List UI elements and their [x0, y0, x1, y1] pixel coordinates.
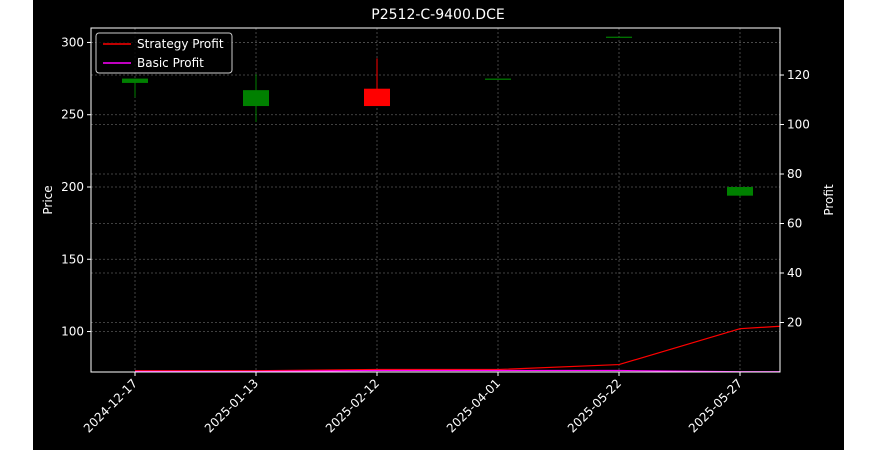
candle-body [606, 36, 632, 38]
x-tick-label: 2025-04-01 [444, 376, 503, 435]
profit-lines [135, 325, 780, 372]
x-tick-label: 2025-01-13 [202, 376, 261, 435]
candles [122, 36, 753, 198]
y-axis-left-label: Price [41, 185, 55, 214]
x-axis: 2024-12-17 2025-01-13 2025-02-12 2025-04-01… [81, 372, 745, 435]
y-right-tick-label: 40 [787, 266, 802, 280]
candle-body [122, 78, 148, 83]
x-tick-label: 2025-05-22 [565, 376, 624, 435]
x-tick-label: 2024-12-17 [81, 376, 140, 435]
y-right-tick-label: 120 [787, 68, 810, 82]
chart-figure: P2512-C-9400.DCE 100 150 200 250 300 20 40 60 8… [33, 0, 844, 450]
y-right-tick-label: 20 [787, 316, 802, 330]
y-axis-left: 100 150 200 250 300 [61, 35, 91, 339]
candle-body [243, 90, 269, 107]
candle-body [727, 186, 753, 196]
candle-body [485, 78, 511, 80]
legend-label-strategy-profit: Strategy Profit [137, 37, 224, 51]
y-left-tick-label: 100 [61, 325, 84, 339]
y-left-tick-label: 150 [61, 252, 84, 266]
y-left-tick-label: 250 [61, 108, 84, 122]
plot-frame [90, 27, 781, 373]
y-axis-right: 20 40 60 80 100 120 [780, 68, 810, 330]
gridlines [91, 28, 780, 372]
y-left-tick-label: 200 [61, 180, 84, 194]
candlestick-chart: P2512-C-9400.DCE 100 150 200 250 300 20 40 60 8… [41, 7, 836, 435]
y-axis-right-label: Profit [822, 184, 836, 216]
x-tick-label: 2025-02-12 [323, 376, 382, 435]
chart-title: P2512-C-9400.DCE [371, 7, 504, 23]
y-right-tick-label: 100 [787, 118, 810, 132]
y-left-tick-label: 300 [61, 35, 84, 49]
x-tick-label: 2025-05-27 [686, 376, 745, 435]
candle-body [364, 88, 390, 107]
legend: Strategy Profit Basic Profit [95, 32, 233, 74]
y-right-tick-label: 80 [787, 167, 802, 181]
series-line-strategy-profit [135, 325, 780, 372]
y-right-tick-label: 60 [787, 217, 802, 231]
legend-label-basic-profit: Basic Profit [137, 56, 204, 70]
